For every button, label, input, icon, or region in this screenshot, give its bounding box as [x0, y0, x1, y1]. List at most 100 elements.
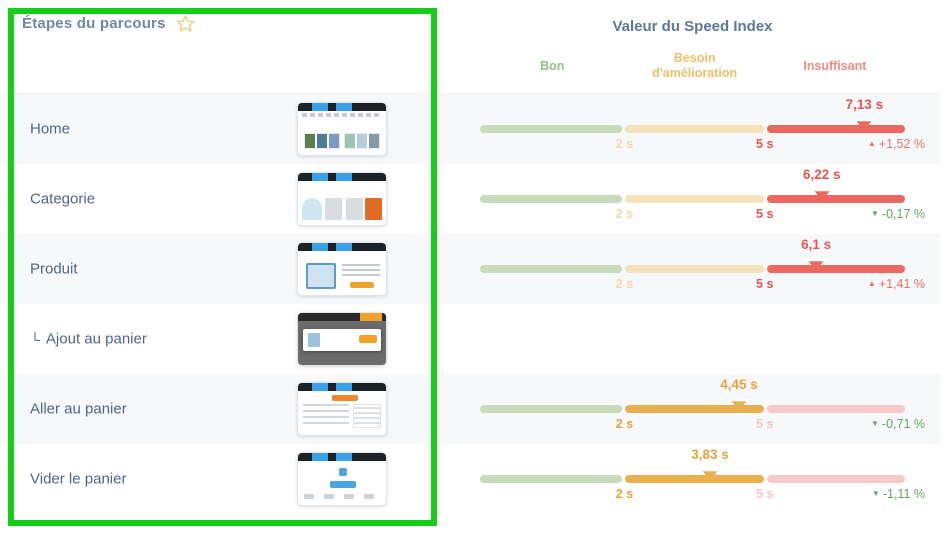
step-label: Home [30, 121, 70, 138]
boundary-label-5s: 5 s [756, 487, 774, 501]
speed-index-gauge: 7,13 s 2 s 5 s [480, 94, 905, 164]
speed-index-value: 3,83 s [691, 447, 729, 462]
journey-steps-table: Home 7,13 s 2 s 5 s ▲ [0, 93, 941, 514]
change-indicator: ▼ -1,11 % [872, 487, 925, 501]
step-label: Aller au panier [30, 401, 127, 418]
table-row[interactable]: Aller au panier 4,45 s 2 s 5 s [0, 374, 941, 444]
gauge-segment-insufficient [766, 475, 905, 483]
thumbnail-decor [339, 468, 347, 476]
speed-index-cell: 6,22 s 2 s 5 s ▼ -0,17 % [465, 164, 941, 234]
speed-index-cell: 6,1 s 2 s 5 s ▲ +1,41 % [465, 234, 941, 304]
gauge-segment-needs-improvement [625, 195, 764, 203]
gauge-segment-good [480, 125, 623, 133]
step-thumbnail[interactable] [297, 312, 387, 366]
speed-index-gauge: 4,45 s 2 s 5 s [480, 374, 905, 444]
step-name: Vider le panier [30, 470, 127, 488]
speed-index-gauge: 3,83 s 2 s 5 s [480, 444, 905, 514]
table-row[interactable]: Home 7,13 s 2 s 5 s ▲ [0, 94, 941, 164]
thumbnail-decor [308, 333, 320, 347]
speed-index-title: Valeur du Speed Index [612, 18, 773, 35]
gauge-segment-needs-improvement [625, 125, 764, 133]
speed-index-cell: 3,83 s 2 s 5 s ▼ -1,11 % [465, 444, 941, 514]
zone-labels: Bon Besoin d'amélioration Insuffisant [480, 50, 905, 84]
change-indicator: ▲ +1,41 % [868, 277, 925, 291]
step-label: Produit [30, 261, 78, 278]
step-name: Aller au panier [30, 400, 127, 418]
change-arrow-icon: ▼ [870, 419, 879, 428]
step-label: Vider le panier [30, 471, 126, 488]
thumbnail-decor [330, 481, 356, 488]
boundary-label-2s: 2 s [615, 277, 634, 291]
step-thumbnail[interactable] [297, 172, 387, 226]
thumbnail-decor [304, 133, 340, 149]
thumbnail-decor [353, 404, 381, 428]
speed-index-value: 4,45 s [720, 377, 758, 392]
gauge-bar [480, 195, 905, 203]
gauge-bar [480, 265, 905, 273]
thumbnail-decor [303, 404, 349, 424]
tree-connector-icon: └ [30, 331, 40, 347]
gauge-segment-insufficient [766, 125, 905, 133]
thumbnail-decor [302, 198, 322, 220]
boundary-label-2s: 2 s [615, 207, 634, 221]
step-thumbnail[interactable] [297, 242, 387, 296]
thumbnail-decor [332, 395, 358, 401]
boundary-label-2s: 2 s [615, 417, 634, 431]
thumbnail-decor [303, 329, 381, 351]
change-indicator: ▼ -0,71 % [871, 417, 925, 431]
change-percent: -0,17 % [881, 207, 925, 221]
thumbnail-decor [342, 264, 380, 277]
gauge-segment-insufficient [766, 265, 905, 273]
speed-index-header: Valeur du Speed Index [480, 18, 905, 36]
boundary-label-5s: 5 s [756, 137, 774, 151]
gauge-segment-needs-improvement [625, 475, 764, 483]
gauge-segment-needs-improvement [625, 265, 764, 273]
step-label: Categorie [30, 191, 95, 208]
speed-index-cell: 7,13 s 2 s 5 s ▲ +1,52 % [465, 94, 941, 164]
speed-index-cell: 4,45 s 2 s 5 s ▼ -0,71 % [465, 374, 941, 444]
gauge-segment-good [480, 475, 623, 483]
step-name: Categorie [30, 190, 96, 208]
zone-label-insufficient: Insuffisant [803, 59, 867, 73]
zone-label-good: Bon [540, 59, 565, 73]
table-row[interactable]: Categorie 6,22 s 2 s 5 s ▼ [0, 164, 941, 234]
speed-index-value: 6,1 s [801, 237, 832, 252]
gauge-bar [480, 125, 905, 133]
change-arrow-icon: ▲ [867, 139, 876, 148]
gauge-segment-good [480, 195, 623, 203]
step-thumbnail[interactable] [297, 102, 387, 156]
table-row[interactable]: Vider le panier 3,83 s 2 s 5 s [0, 444, 941, 514]
step-thumbnail[interactable] [297, 382, 387, 436]
boundary-label-2s: 2 s [615, 137, 634, 151]
thumbnail-decor [325, 198, 363, 220]
speed-index-value: 6,22 s [803, 167, 841, 182]
boundary-label-5s: 5 s [756, 277, 774, 291]
thumbnail-decor [306, 263, 336, 289]
change-indicator: ▼ -0,17 % [871, 207, 925, 221]
star-icon[interactable] [176, 14, 195, 33]
thumbnail-decor [350, 282, 374, 288]
boundary-label-5s: 5 s [756, 207, 774, 221]
speed-index-gauge: 6,22 s 2 s 5 s [480, 164, 905, 234]
change-percent: -1,11 % [882, 487, 925, 501]
zone-label-needs-improvement: Besoin d'amélioration [652, 51, 738, 80]
step-thumbnail[interactable] [297, 452, 387, 506]
thumbnail-decor [365, 198, 382, 220]
change-percent: +1,52 % [878, 137, 925, 151]
gauge-bar [480, 475, 905, 483]
thumbnail-decor [304, 494, 380, 499]
change-indicator: ▲ +1,52 % [868, 137, 925, 151]
table-row[interactable]: └ Ajout au panier [0, 304, 941, 374]
step-name: Home [30, 120, 71, 138]
steps-header-title: Étapes du parcours [22, 15, 166, 32]
change-arrow-icon: ▼ [870, 209, 879, 218]
boundary-label-5s: 5 s [756, 417, 774, 431]
step-name: Ajout au panier [45, 330, 147, 348]
thumbnail-decor [359, 335, 377, 343]
table-row[interactable]: Produit 6,1 s 2 s 5 s ▲ [0, 234, 941, 304]
gauge-segment-needs-improvement [625, 405, 764, 413]
change-arrow-icon: ▲ [867, 279, 876, 288]
speed-index-gauge: 6,1 s 2 s 5 s [480, 234, 905, 304]
thumbnail-decor [344, 133, 380, 149]
